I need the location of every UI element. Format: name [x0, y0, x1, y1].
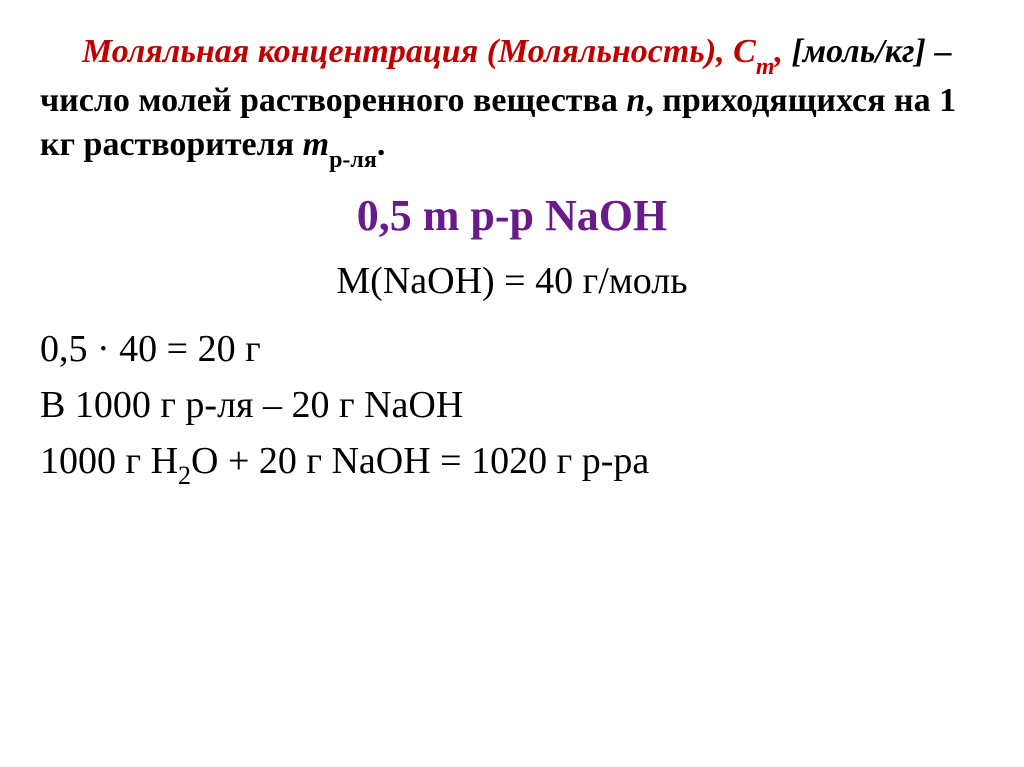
- sum-subscript: 2: [178, 461, 191, 490]
- calculation-line: 0,5 · 40 = 20 г: [40, 327, 984, 371]
- def-m-solvent: m: [303, 126, 329, 163]
- example-solution-line: 0,5 m р-р NaOH: [40, 190, 984, 241]
- definition-block: Моляльная концентрация (Моляльность), Сm…: [40, 30, 984, 172]
- def-n: n: [626, 82, 645, 119]
- def-solvent-sub: р-ля: [329, 147, 377, 173]
- molar-mass-line: M(NaOH) = 40 г/моль: [40, 259, 984, 303]
- def-text-2: , приходящихся на: [645, 82, 939, 119]
- term-subscript: m: [756, 54, 775, 80]
- sum-part-1: 1000 г H: [40, 440, 178, 482]
- term-name: Моляльная концентрация (Моляльность), С: [82, 33, 756, 70]
- def-solvent-text: растворителя: [75, 126, 303, 163]
- def-period: .: [377, 126, 386, 163]
- sum-line: 1000 г H2O + 20 г NaOH = 1020 г р-ра: [40, 439, 984, 489]
- proportion-line: В 1000 г р-ля – 20 г NaOH: [40, 383, 984, 427]
- term-unit: [моль/кг]: [783, 33, 926, 70]
- sum-part-2: O + 20 г NaOH = 1020 г р-ра: [191, 440, 649, 482]
- term-comma: ,: [775, 33, 784, 70]
